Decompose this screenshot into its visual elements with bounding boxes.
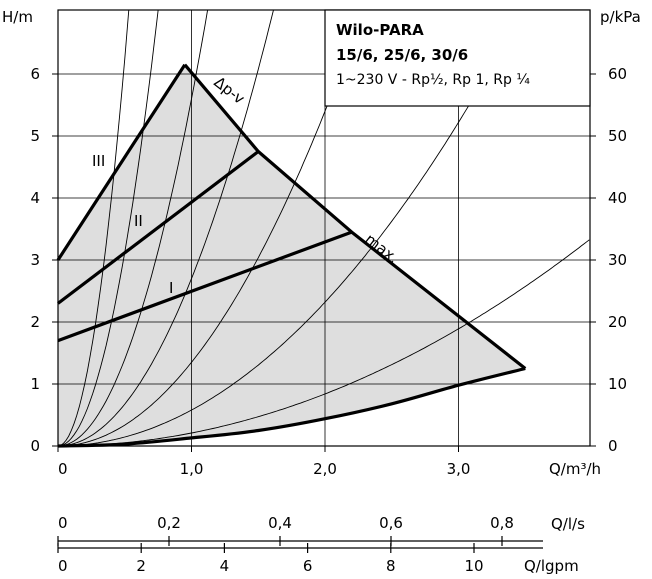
pump-curves xyxy=(56,63,527,448)
bottom-axes: 0 0,2 0,4 0,6 0,8 0 2 4 6 8 10 xyxy=(57,514,543,575)
curve-label-II: II xyxy=(134,212,143,230)
tick-label-q-m3h: 2,0 xyxy=(313,460,337,478)
legend-box xyxy=(324,9,591,107)
dpv-line-II xyxy=(57,150,260,305)
legend-title: Wilo-PARA xyxy=(336,21,424,39)
y-axis-label-left: H/m xyxy=(2,8,33,26)
tick-label-h: 2 xyxy=(30,313,40,331)
axis-q-lgpm-label: 10 xyxy=(464,557,483,575)
legend-spec: 1~230 V - Rp½, Rp 1, Rp ¼ xyxy=(336,72,530,88)
axis-q-ls-label: 0,6 xyxy=(379,514,403,532)
tick-label-h: 5 xyxy=(30,127,40,145)
legend-models: 15/6, 25/6, 30/6 xyxy=(336,46,468,64)
plot-frame xyxy=(57,9,591,447)
curve-label-I: I xyxy=(169,279,173,297)
x-axis-label-m3h: Q/m³/h xyxy=(549,460,601,478)
max-curve xyxy=(183,63,527,370)
axis-q-lgpm-label: 4 xyxy=(220,557,230,575)
system-curve xyxy=(58,10,130,446)
system-curve xyxy=(58,10,274,446)
tick-label-q-m3h: 1,0 xyxy=(180,460,204,478)
dpv-line-III xyxy=(56,63,187,261)
tick-label-p: 0 xyxy=(608,437,618,455)
system-curve xyxy=(58,10,159,446)
tick-label-h: 1 xyxy=(30,375,40,393)
axis-q-lgpm-label: 2 xyxy=(136,557,146,575)
system-curves xyxy=(58,10,590,446)
x-axis-label-ls: Q/l/s xyxy=(551,515,585,533)
min-curve xyxy=(57,366,526,448)
axis-q-ls-label: 0,2 xyxy=(157,514,181,532)
axis-q-lgpm-label: 6 xyxy=(303,557,313,575)
axis-q-lgpm-label: 0 xyxy=(58,557,68,575)
curve-label-III: III xyxy=(92,152,105,170)
tick-label-h: 4 xyxy=(30,189,40,207)
axis-q-ls-label: 0,4 xyxy=(268,514,292,532)
system-curve xyxy=(58,10,209,446)
tick-label-q-m3h: 0 xyxy=(58,460,68,478)
tick-label-p: 30 xyxy=(608,251,627,269)
system-curve xyxy=(58,10,364,446)
tick-label-q-m3h: 3,0 xyxy=(447,460,471,478)
dpv-line-I xyxy=(57,230,353,343)
tick-label-p: 40 xyxy=(608,189,627,207)
tick-label-h: 3 xyxy=(30,251,40,269)
legend: Wilo-PARA 15/6, 25/6, 30/6 1~230 V - Rp½… xyxy=(324,9,591,107)
tick-label-h: 6 xyxy=(30,65,40,83)
tick-label-p: 50 xyxy=(608,127,627,145)
x-axis-label-lgpm: Q/lgpm xyxy=(524,557,579,575)
system-curve xyxy=(58,239,590,446)
tick-label-p: 10 xyxy=(608,375,627,393)
system-curve xyxy=(58,10,524,446)
tick-label-p: 60 xyxy=(608,65,627,83)
axis-q-ls-label: 0 xyxy=(58,514,68,532)
tick-label-p: 20 xyxy=(608,313,627,331)
axis-q-lgpm-label: 8 xyxy=(386,557,396,575)
y-axis-label-right: p/kPa xyxy=(600,8,641,26)
axis-q-ls-label: 0,8 xyxy=(490,514,514,532)
tick-label-h: 0 xyxy=(30,437,40,455)
